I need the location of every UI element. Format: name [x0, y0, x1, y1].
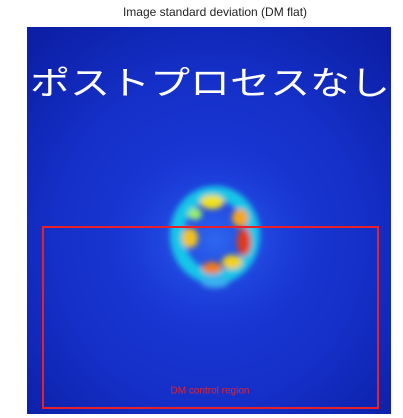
- control-region-box: [42, 226, 379, 409]
- heatmap-image: [27, 27, 391, 414]
- image-title: Image standard deviation (DM flat): [123, 5, 307, 19]
- region-label: DM control region: [171, 386, 250, 397]
- overlay-label: ポストプロセスなし: [30, 65, 390, 102]
